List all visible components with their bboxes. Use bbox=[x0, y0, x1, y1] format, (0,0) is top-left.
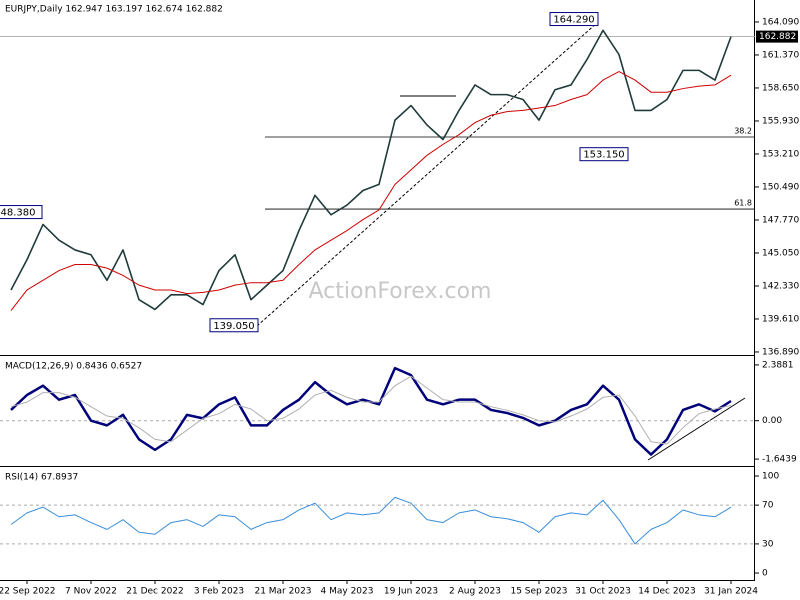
last-price-box bbox=[756, 30, 798, 43]
series-line bbox=[10, 71, 732, 311]
price-label: 153.150 bbox=[583, 150, 624, 161]
price-label: 139.050 bbox=[213, 321, 254, 332]
y-tick-label: 2.3881 bbox=[762, 360, 794, 370]
chart-header: EURJPY,Daily 162.947 163.197 162.674 162… bbox=[5, 5, 223, 15]
price-label: 164.290 bbox=[553, 15, 594, 26]
macd-trend-line bbox=[647, 397, 746, 461]
x-tick-label: 21 Mar 2023 bbox=[254, 587, 311, 597]
watermark: ActionForex.com bbox=[309, 279, 492, 304]
y-tick-label: 164.090 bbox=[762, 17, 799, 27]
x-tick-label: 15 Sep 2023 bbox=[510, 587, 567, 597]
x-tick-label: 7 Nov 2022 bbox=[65, 587, 117, 597]
x-tick-label: 31 Oct 2023 bbox=[575, 587, 631, 597]
x-tick-label: 3 Feb 2023 bbox=[194, 587, 244, 597]
y-tick-label: 136.890 bbox=[762, 347, 799, 357]
y-tick-label: 142.330 bbox=[762, 281, 799, 291]
price-label-box bbox=[549, 12, 599, 27]
y-tick-label: 155.930 bbox=[762, 116, 799, 126]
y-tick-label: 147.770 bbox=[762, 215, 799, 225]
x-tick-label: 22 Sep 2022 bbox=[0, 587, 56, 597]
y-tick-label: 70 bbox=[762, 501, 774, 511]
y-tick-label: -1.6439 bbox=[762, 455, 797, 465]
y-tick-label: 139.610 bbox=[762, 314, 799, 324]
y-tick-label: 145.050 bbox=[762, 248, 799, 258]
x-tick-label: 19 Jun 2023 bbox=[384, 587, 438, 597]
y-tick-label: 0 bbox=[762, 569, 768, 579]
series-line bbox=[10, 29, 732, 311]
fibo-label: 61.8 bbox=[734, 199, 752, 208]
y-tick-label: 100 bbox=[762, 472, 779, 482]
x-tick-label: 21 Dec 2022 bbox=[126, 587, 184, 597]
price-label-box bbox=[209, 318, 259, 333]
series-line bbox=[10, 375, 732, 445]
x-tick-label: 2 Aug 2023 bbox=[449, 587, 501, 597]
price-label-box bbox=[579, 147, 629, 162]
y-tick-label: 161.370 bbox=[762, 50, 799, 60]
x-tick-label: 14 Dec 2023 bbox=[638, 587, 696, 597]
last-price-label: 162.882 bbox=[759, 32, 796, 42]
series-line bbox=[10, 496, 732, 545]
macd-header: MACD(12,26,9) 0.8436 0.6527 bbox=[5, 362, 142, 372]
x-tick-label: 4 May 2023 bbox=[321, 587, 374, 597]
y-tick-label: 30 bbox=[762, 539, 774, 549]
y-tick-label: 0.00 bbox=[762, 416, 782, 426]
y-tick-label: 153.210 bbox=[762, 149, 799, 159]
x-tick-label: 31 Jan 2024 bbox=[704, 587, 758, 597]
fibo-label: 38.2 bbox=[734, 126, 752, 135]
y-tick-label: 158.650 bbox=[762, 83, 799, 93]
price-label-box bbox=[0, 205, 43, 220]
price-label: 48.380 bbox=[1, 208, 36, 219]
y-tick-label: 150.490 bbox=[762, 182, 799, 192]
rsi-header: RSI(14) 67.8937 bbox=[5, 473, 78, 483]
trend-line bbox=[256, 21, 599, 327]
